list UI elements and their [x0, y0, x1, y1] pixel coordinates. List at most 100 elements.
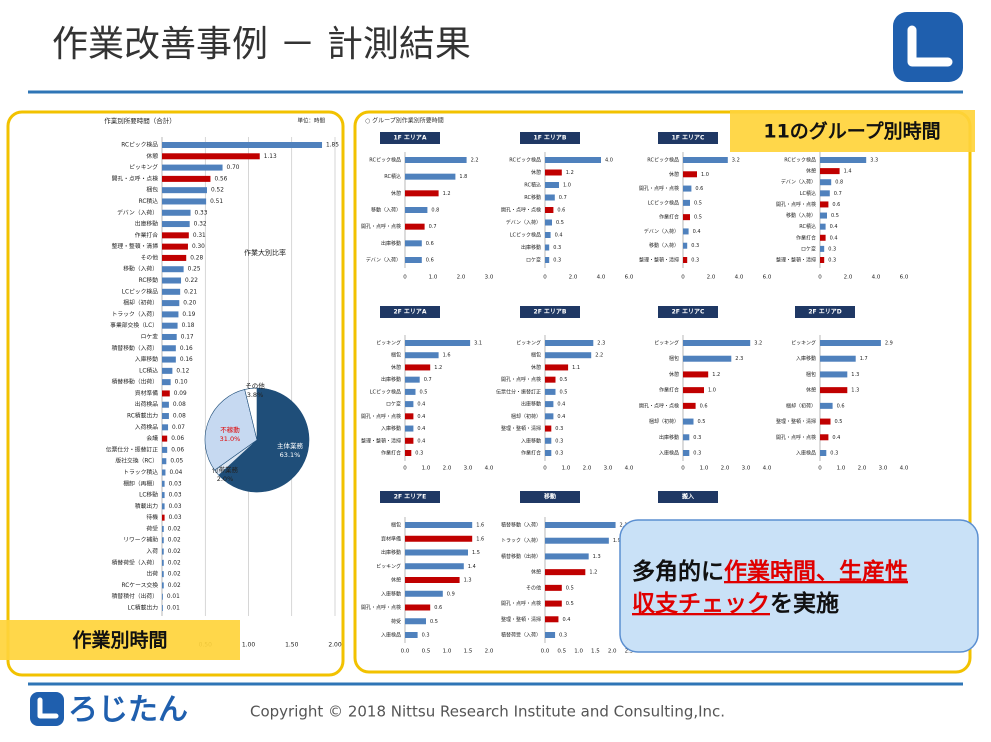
value-label: 0.6 — [434, 605, 442, 611]
value-label: 0.08 — [173, 414, 186, 420]
chart-title-box — [795, 306, 855, 318]
value-label: 0.9 — [447, 591, 455, 597]
chart-title-box — [520, 132, 580, 144]
value-label: 0.25 — [188, 267, 201, 273]
x-tick-label: 3.0 — [464, 466, 473, 472]
left-panel — [6, 110, 345, 677]
category-label: ロケ変 — [386, 401, 401, 408]
chart-title: 1F エリアC — [672, 135, 705, 142]
x-tick-label: 4.0 — [625, 466, 634, 472]
value-label: 0.4 — [557, 414, 565, 420]
unit-label: 単位：時間 — [297, 117, 325, 125]
chart-title: 2F エリアC — [672, 309, 705, 316]
value-label: 0.01 — [167, 606, 180, 612]
chart-title: 1F エリアB — [534, 135, 567, 142]
category-label: 入庫移動 — [381, 425, 401, 432]
bar — [820, 201, 829, 208]
category-label: 積替移動（入荷） — [501, 522, 541, 529]
bar — [405, 223, 425, 230]
x-tick-label: 2.0 — [721, 466, 730, 472]
category-label: 休憩 — [669, 371, 679, 378]
category-label: 梱包 — [806, 371, 816, 378]
bar — [162, 221, 190, 228]
bar — [820, 257, 825, 263]
value-label: 0.17 — [181, 334, 194, 340]
chart-title-box — [658, 132, 718, 144]
value-label: 0.02 — [168, 526, 181, 532]
bar — [820, 212, 827, 219]
chart-title-box — [658, 491, 718, 503]
category-label: 開孔・点呼・点検 — [639, 402, 679, 409]
x-tick-label: 6.0 — [900, 275, 909, 281]
category-label: 入庫検品 — [796, 450, 816, 457]
category-label: 積替荷受（入荷） — [501, 632, 541, 639]
category-label: 入庫移動 — [381, 590, 401, 597]
category-label: 出庫移動 — [381, 549, 401, 556]
value-label: 0.3 — [553, 258, 561, 264]
bar — [683, 242, 688, 249]
x-tick-label: 0 — [818, 466, 822, 472]
category-label: 作業打合 — [659, 387, 679, 394]
category-label: デバン（入荷） — [117, 208, 158, 216]
value-label: 0.4 — [693, 229, 701, 235]
value-label: 4.0 — [605, 158, 613, 164]
category-label: 作業打合 — [135, 231, 158, 239]
pie-label: 付帯業務 — [212, 465, 239, 474]
category-label: 休憩 — [391, 364, 401, 371]
category-label: 入庫移動 — [521, 437, 541, 444]
bar — [820, 234, 826, 241]
category-label: 開孔・点呼・点検 — [776, 201, 816, 208]
x-tick-label: 2.00 — [328, 642, 342, 649]
category-label: 作業打合 — [381, 450, 401, 457]
value-label: 2.2 — [595, 353, 603, 359]
callout-box — [730, 110, 975, 152]
bar — [820, 245, 825, 252]
category-label: 作業打合 — [796, 234, 816, 241]
category-label: 開孔・点呼・点検 — [361, 223, 401, 230]
category-label: 整理・整頓・清掃 — [639, 257, 679, 264]
bar — [683, 371, 709, 378]
category-label: 出庫移動 — [521, 401, 541, 408]
value-label: 0.6 — [837, 403, 845, 409]
pie-label: 不稼動 — [220, 425, 240, 434]
x-tick-label: 4.0 — [597, 275, 606, 281]
value-label: 0.7 — [429, 224, 437, 230]
bar — [545, 450, 552, 456]
value-label: 1.3 — [851, 372, 859, 378]
category-label: 整理・整頓・清掃 — [112, 242, 159, 250]
category-label: 梱却（初荷） — [649, 418, 679, 425]
value-label: 0.3 — [693, 435, 701, 441]
bar — [162, 390, 170, 397]
bar — [162, 277, 182, 284]
bar — [162, 379, 171, 386]
x-tick-label: 4.0 — [735, 275, 744, 281]
category-label: LCピック検品 — [510, 232, 541, 239]
chart-title-box — [380, 132, 440, 144]
value-label: 1.5 — [472, 550, 480, 556]
pie-slice — [204, 389, 258, 471]
bar — [162, 266, 184, 273]
x-tick-label: 1.50 — [285, 642, 299, 649]
value-label: 2.9 — [885, 341, 893, 347]
category-label: ロケ変 — [526, 257, 541, 264]
pie-title: 作業大別比率 — [244, 248, 286, 257]
value-label: 0.3 — [415, 451, 423, 457]
value-label: 1.2 — [566, 170, 574, 176]
bar — [162, 469, 166, 476]
summary-text: 多角的に — [632, 558, 724, 585]
value-label: 1.2 — [589, 570, 597, 576]
value-label: 1.8 — [459, 174, 467, 180]
value-label: 1.3 — [464, 578, 472, 584]
category-label: 開孔・点呼・点検 — [501, 600, 541, 607]
chart-title-box — [380, 306, 440, 318]
value-label: 1.6 — [476, 523, 484, 529]
value-label: 0.51 — [210, 199, 223, 205]
x-tick-label: 2.0 — [583, 466, 592, 472]
value-label: 0.7 — [424, 377, 432, 383]
category-label: LCピック検品 — [122, 287, 158, 295]
bar — [545, 376, 556, 383]
pie-value: 63.1% — [280, 451, 301, 459]
value-label: 0.32 — [194, 222, 207, 228]
value-label: 0.06 — [171, 436, 184, 442]
value-label: 0.4 — [832, 435, 840, 441]
